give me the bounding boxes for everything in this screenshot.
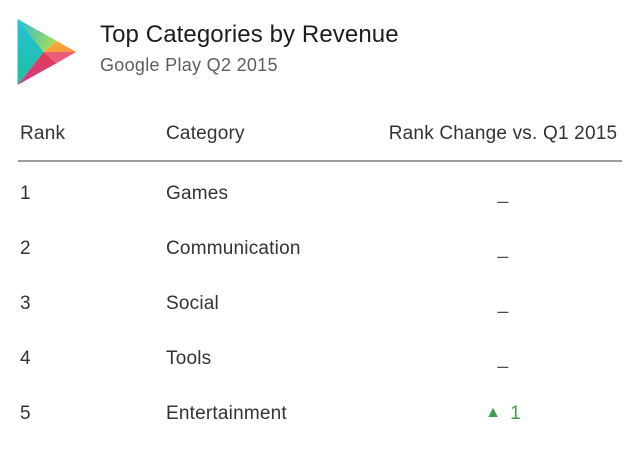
table-row: 5 Entertainment ▲ 1	[0, 386, 639, 441]
change-value: _	[497, 292, 509, 314]
rank-cell: 2	[20, 237, 31, 259]
change-cell: ▲ 1	[387, 403, 619, 425]
table-header-row: Rank Category Rank Change vs. Q1 2015	[0, 122, 639, 146]
category-cell: Games	[166, 182, 229, 204]
change-value: _	[497, 347, 509, 369]
table-body: 1 Games _ 2 Communication _ 3 Social _	[0, 166, 639, 441]
rank-cell: 1	[20, 182, 31, 204]
google-play-logo-icon	[10, 16, 82, 88]
category-cell: Tools	[166, 347, 212, 369]
table-row: 2 Communication _	[0, 221, 639, 276]
category-cell: Communication	[166, 237, 301, 259]
change-cell: _	[387, 238, 619, 260]
header-divider	[18, 160, 622, 162]
change-cell: _	[387, 293, 619, 315]
column-header-category: Category	[166, 123, 245, 144]
report-subtitle: Google Play Q2 2015	[100, 55, 278, 75]
table-row: 1 Games _	[0, 166, 639, 221]
change-cell: _	[387, 348, 619, 370]
category-cell: Entertainment	[166, 402, 287, 424]
rank-cell: 3	[20, 292, 31, 314]
column-header-rank-change: Rank Change vs. Q1 2015	[388, 123, 618, 144]
table-row: 4 Tools _	[0, 331, 639, 386]
change-cell: _	[387, 183, 619, 205]
rank-cell: 5	[20, 402, 31, 424]
column-header-rank: Rank	[20, 123, 66, 144]
change-value: _	[497, 182, 509, 204]
table-row: 3 Social _	[0, 276, 639, 331]
change-value: _	[497, 237, 509, 259]
report-title: Top Categories by Revenue	[100, 21, 399, 48]
change-value: 1	[510, 402, 521, 424]
rank-up-icon: ▲	[485, 403, 502, 421]
category-cell: Social	[166, 292, 219, 314]
rank-cell: 4	[20, 347, 31, 369]
